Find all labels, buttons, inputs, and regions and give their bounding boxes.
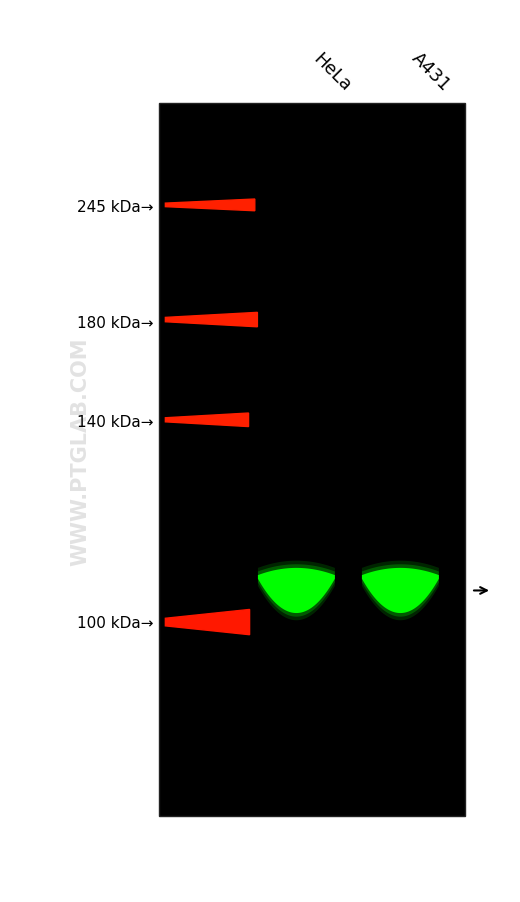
Text: WWW.PTGLAB.COM: WWW.PTGLAB.COM xyxy=(71,336,90,566)
Polygon shape xyxy=(258,561,335,621)
Polygon shape xyxy=(258,568,335,613)
Polygon shape xyxy=(165,610,250,635)
Polygon shape xyxy=(362,561,439,621)
Polygon shape xyxy=(165,413,249,428)
Text: A431: A431 xyxy=(408,49,454,95)
Polygon shape xyxy=(165,313,257,327)
Polygon shape xyxy=(362,568,439,613)
Polygon shape xyxy=(165,413,249,428)
Text: HeLa: HeLa xyxy=(309,50,355,95)
Text: 245 kDa→: 245 kDa→ xyxy=(77,200,153,215)
Bar xyxy=(159,104,465,816)
Polygon shape xyxy=(165,200,255,211)
Text: 180 kDa→: 180 kDa→ xyxy=(77,316,153,330)
Polygon shape xyxy=(165,610,250,635)
Text: 140 kDa→: 140 kDa→ xyxy=(77,415,153,429)
Polygon shape xyxy=(258,565,335,617)
Text: 100 kDa→: 100 kDa→ xyxy=(77,615,153,630)
Polygon shape xyxy=(362,565,439,617)
Polygon shape xyxy=(165,313,257,327)
Polygon shape xyxy=(165,200,255,211)
